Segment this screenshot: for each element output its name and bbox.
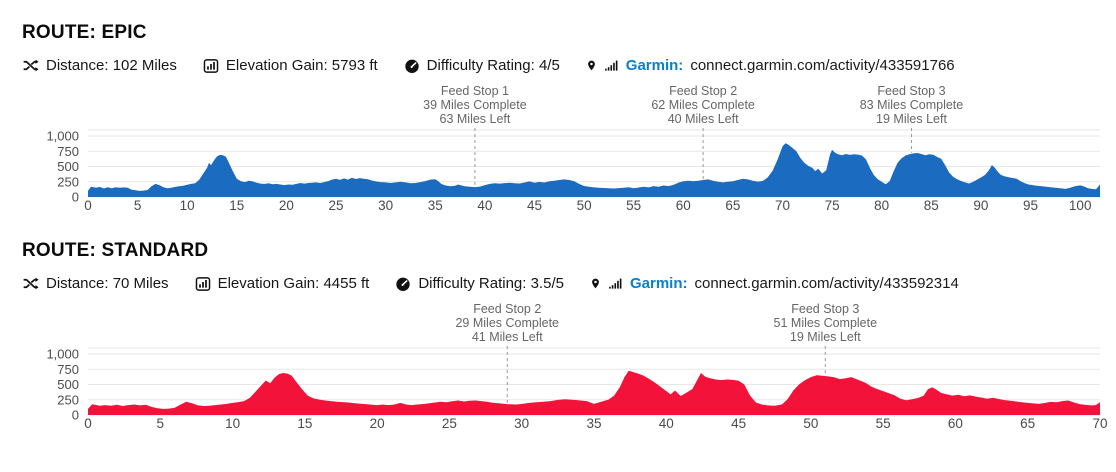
stat-distance: Distance: 70 Miles	[22, 275, 169, 292]
svg-text:60: 60	[948, 416, 963, 431]
svg-text:70: 70	[775, 198, 790, 213]
garmin-url[interactable]: connect.garmin.com/activity/433591766	[690, 57, 955, 74]
svg-text:25: 25	[328, 198, 343, 213]
elevation-area	[88, 143, 1100, 197]
route-stats-row: Distance: 102 Miles Elevation Gain: 5793…	[22, 57, 1116, 74]
svg-text:15: 15	[229, 198, 244, 213]
svg-text:60: 60	[676, 198, 691, 213]
route-title: ROUTE: STANDARD	[22, 240, 209, 261]
elevation-gain-value: Elevation Gain: 5793 ft	[225, 57, 378, 74]
svg-text:10: 10	[225, 416, 240, 431]
elevation-chart-standard: 0 250 500 750 1,000 0 5 10 15 20 25 30 35 40 45 50 55 60 6…	[0, 302, 1116, 432]
svg-text:750: 750	[57, 144, 79, 159]
elevation-area	[88, 370, 1100, 415]
elevation-chart-epic: 0 250 500 750 1,000 0 5 10 15 20 25 30 35 40 45 50 55 60 6…	[0, 84, 1116, 214]
svg-text:0: 0	[84, 416, 92, 431]
svg-text:250: 250	[57, 392, 79, 407]
svg-text:85: 85	[924, 198, 939, 213]
svg-text:1,000: 1,000	[46, 347, 79, 362]
feed-stop-label: Feed Stop 2 29 Miles Complete 41 Miles Lef…	[455, 302, 559, 344]
svg-text:20: 20	[370, 416, 385, 431]
garmin-link[interactable]: Garmin: connect.garmin.com/activity/4335…	[586, 57, 955, 74]
route-section-epic: ROUTE: EPIC Distance: 102 Miles Elevatio…	[0, 22, 1116, 214]
svg-text:80: 80	[874, 198, 889, 213]
svg-text:45: 45	[527, 198, 542, 213]
distance-value: Distance: 102 Miles	[46, 57, 177, 74]
signal-bars-icon	[609, 277, 622, 289]
svg-text:500: 500	[57, 159, 79, 174]
svg-text:5: 5	[134, 198, 142, 213]
signal-bars-icon	[604, 59, 618, 71]
svg-text:70: 70	[1092, 416, 1107, 431]
svg-text:750: 750	[57, 362, 79, 377]
location-pin-icon	[592, 278, 599, 289]
distance-value: Distance: 70 Miles	[46, 275, 169, 292]
svg-text:35: 35	[428, 198, 443, 213]
location-pin-icon	[587, 60, 595, 71]
svg-text:1,000: 1,000	[46, 129, 79, 144]
svg-text:100: 100	[1069, 198, 1092, 213]
garmin-label: Garmin:	[629, 275, 688, 292]
svg-text:0: 0	[72, 190, 79, 205]
feed-stop-label: Feed Stop 1 39 Miles Complete 63 Miles Lef…	[423, 84, 527, 126]
garmin-url[interactable]: connect.garmin.com/activity/433592314	[694, 275, 959, 292]
stat-distance: Distance: 102 Miles	[22, 57, 177, 74]
garmin-label: Garmin:	[625, 57, 684, 74]
route-section-standard: ROUTE: STANDARD Distance: 70 Miles Eleva…	[0, 240, 1116, 432]
svg-text:65: 65	[725, 198, 740, 213]
feed-stop-label: Feed Stop 3 51 Miles Complete 19 Miles Lef…	[773, 302, 878, 344]
difficulty-value: Difficulty Rating: 3.5/5	[418, 275, 564, 292]
stat-elevation-gain: Elevation Gain: 5793 ft	[203, 57, 378, 74]
stat-elevation-gain: Elevation Gain: 4455 ft	[195, 275, 370, 292]
svg-text:95: 95	[1023, 198, 1038, 213]
svg-text:55: 55	[626, 198, 641, 213]
bar-chart-icon	[195, 276, 210, 291]
stat-difficulty: Difficulty Rating: 3.5/5	[395, 275, 564, 292]
svg-text:40: 40	[659, 416, 674, 431]
svg-text:30: 30	[514, 416, 529, 431]
elevation-gain-value: Elevation Gain: 4455 ft	[217, 275, 370, 292]
svg-text:30: 30	[378, 198, 393, 213]
difficulty-value: Difficulty Rating: 4/5	[426, 57, 560, 74]
svg-text:35: 35	[586, 416, 601, 431]
svg-text:65: 65	[1020, 416, 1035, 431]
shuffle-icon	[23, 277, 39, 290]
svg-text:5: 5	[157, 416, 165, 431]
route-info-page: ROUTE: EPIC Distance: 102 Miles Elevatio…	[0, 22, 1116, 432]
svg-text:500: 500	[57, 377, 79, 392]
route-stats-row: Distance: 70 Miles Elevation Gain: 4455 …	[22, 275, 1116, 292]
svg-text:55: 55	[876, 416, 891, 431]
feed-stop-label: Feed Stop 2 62 Miles Complete 40 Miles Lef…	[651, 84, 755, 126]
svg-text:0: 0	[84, 198, 92, 213]
svg-text:25: 25	[442, 416, 457, 431]
svg-text:20: 20	[279, 198, 294, 213]
bar-chart-icon	[203, 58, 219, 73]
speedometer-icon	[405, 59, 419, 73]
svg-text:10: 10	[180, 198, 195, 213]
svg-text:75: 75	[825, 198, 840, 213]
stat-difficulty: Difficulty Rating: 4/5	[404, 57, 560, 74]
svg-text:90: 90	[973, 198, 988, 213]
svg-text:50: 50	[803, 416, 818, 431]
svg-text:50: 50	[577, 198, 592, 213]
shuffle-icon	[23, 59, 39, 72]
svg-text:40: 40	[477, 198, 492, 213]
svg-text:0: 0	[72, 408, 79, 423]
feed-stop-label: Feed Stop 3 83 Miles Complete 19 Miles Lef…	[859, 84, 964, 126]
garmin-link[interactable]: Garmin: connect.garmin.com/activity/4335…	[590, 275, 959, 292]
svg-text:45: 45	[731, 416, 746, 431]
svg-text:250: 250	[57, 174, 79, 189]
speedometer-icon	[396, 277, 410, 291]
svg-text:15: 15	[297, 416, 312, 431]
route-title: ROUTE: EPIC	[22, 22, 147, 43]
